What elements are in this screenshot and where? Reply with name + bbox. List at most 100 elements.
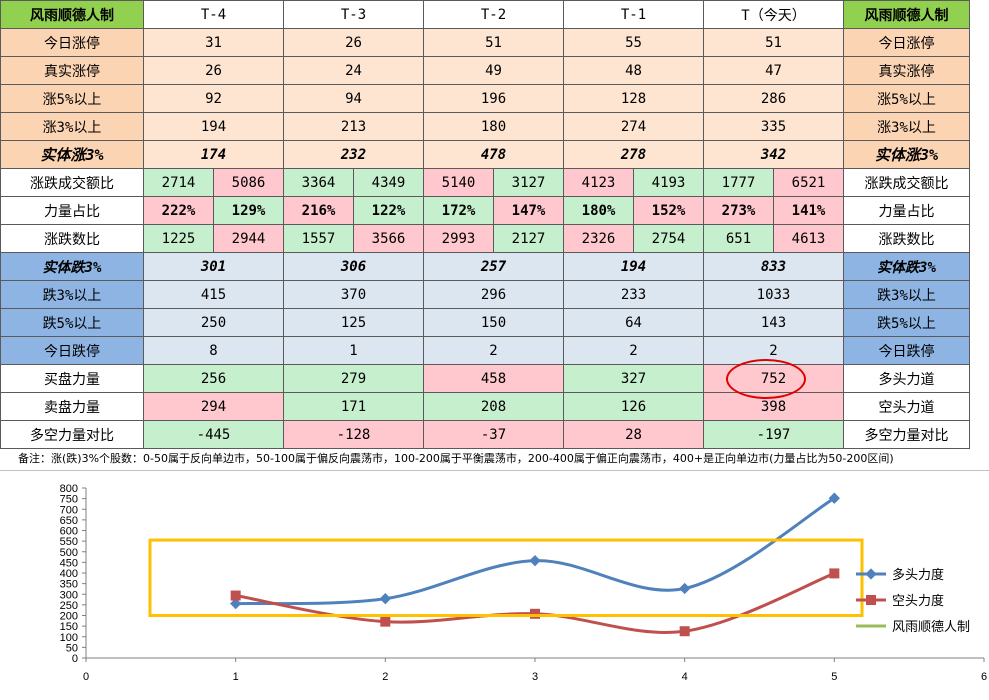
cell: 296 (423, 280, 564, 309)
row-label: 买盘力量 (0, 364, 144, 393)
y-tick-label: 600 (60, 526, 78, 538)
cell: 1557 (283, 224, 354, 253)
row-label: 卖盘力量 (0, 392, 144, 421)
highlight-circle (726, 359, 806, 399)
table-row: 真实涨停 26 24 49 48 47 真实涨停 (0, 56, 970, 85)
y-tick-label: 800 (60, 483, 78, 495)
cell: 125 (283, 308, 424, 337)
data-point (679, 626, 690, 637)
cell: 194 (563, 252, 704, 281)
row-label: 实体跌3% (0, 252, 144, 281)
col-header: T-3 (283, 0, 424, 29)
legend-marker (866, 595, 876, 605)
cell: 301 (143, 252, 284, 281)
cell: 172% (423, 196, 494, 225)
cell: 1225 (143, 224, 214, 253)
cell: 232 (283, 140, 424, 169)
cell: 1 (283, 336, 424, 365)
cell: 180% (563, 196, 634, 225)
table-row: 多空力量对比 -445 -128 -37 28 -197 多空力量对比 (0, 420, 970, 449)
table-row: 卖盘力量 294 171 208 126 398 空头力道 (0, 392, 970, 421)
cell: 180 (423, 112, 564, 141)
legend-label: 空头力度 (892, 593, 944, 609)
cell: 233 (563, 280, 704, 309)
right-header: 风雨顺德人制 (843, 0, 970, 29)
cell: 833 (703, 252, 844, 281)
cell: 458 (423, 364, 564, 393)
cell: 128 (563, 84, 704, 113)
cell: 4193 (633, 168, 704, 197)
data-point (529, 555, 541, 567)
cell: 2714 (143, 168, 214, 197)
cell: 3127 (493, 168, 564, 197)
cell: 342 (703, 140, 844, 169)
y-tick-label: 200 (60, 611, 78, 623)
row-label-right: 多头力道 (843, 364, 970, 393)
legend-label: 多头力度 (892, 567, 944, 583)
cell: 47 (703, 56, 844, 85)
cell: 213 (283, 112, 424, 141)
row-label: 涨跌数比 (0, 224, 144, 253)
cell: 55 (563, 28, 704, 57)
row-label: 涨5%以上 (0, 84, 144, 113)
cell: 256 (143, 364, 284, 393)
corner-header: 风雨顺德人制 (0, 0, 144, 29)
cell: 26 (143, 56, 284, 85)
row-label-right: 跌5%以上 (843, 308, 970, 337)
cell: 3364 (283, 168, 354, 197)
cell: 51 (423, 28, 564, 57)
footnote: 备注：涨(跌)3%个股数：0-50属于反向单边市，50-100属于偏反向震荡市，… (18, 452, 894, 465)
table-row: 买盘力量 256 279 458 327 752 多头力道 (0, 364, 970, 393)
data-point (679, 582, 691, 595)
cell: 1777 (703, 168, 774, 197)
cell: 3566 (353, 224, 424, 253)
table-row: 涨5%以上 92 94 196 128 286 涨5%以上 (0, 84, 970, 113)
cell: 122% (353, 196, 424, 225)
x-tick-label: 6 (981, 671, 987, 683)
cell: 196 (423, 84, 564, 113)
row-label-right: 空头力道 (843, 392, 970, 421)
cell: 141% (773, 196, 844, 225)
cell: 370 (283, 280, 424, 309)
cell: 651 (703, 224, 774, 253)
cell: 2754 (633, 224, 704, 253)
y-tick-label: 50 (66, 642, 78, 654)
cell: 478 (423, 140, 564, 169)
cell: -128 (283, 420, 424, 449)
x-tick-label: 2 (382, 671, 388, 683)
cell: 2127 (493, 224, 564, 253)
row-label-right: 涨3%以上 (843, 112, 970, 141)
cell: 306 (283, 252, 424, 281)
cell: 49 (423, 56, 564, 85)
data-point (530, 608, 540, 619)
data-point (380, 616, 391, 627)
cell: 126 (563, 392, 704, 421)
row-label-right: 跌3%以上 (843, 280, 970, 309)
y-tick-label: 400 (60, 568, 78, 580)
data-point (379, 593, 391, 605)
table-row: 跌3%以上 415 370 296 233 1033 跌3%以上 (0, 280, 970, 309)
row-label-right: 涨跌数比 (843, 224, 970, 253)
row-label-right: 实体跌3% (843, 252, 970, 281)
y-tick-label: 500 (60, 547, 78, 559)
row-label: 跌3%以上 (0, 280, 144, 309)
row-label: 涨3%以上 (0, 112, 144, 141)
cell: 294 (143, 392, 284, 421)
x-tick-label: 1 (233, 671, 239, 683)
x-tick-label: 3 (532, 671, 538, 683)
cell: 250 (143, 308, 284, 337)
table-row: 实体涨3% 174 232 478 278 342 实体涨3% (0, 140, 970, 169)
table-row: 涨跌数比 1225 2944 1557 3566 2993 2127 2326 … (0, 224, 970, 253)
row-label-right: 今日涨停 (843, 28, 970, 57)
y-tick-label: 750 (60, 494, 78, 506)
cell: 94 (283, 84, 424, 113)
market-stats-table: 风雨顺德人制 T-4 T-3 T-2 T-1 T（今天） 风雨顺德人制 今日涨停… (0, 0, 970, 449)
row-label: 今日涨停 (0, 28, 144, 57)
cell: 48 (563, 56, 704, 85)
x-tick-label: 0 (83, 671, 89, 683)
cell: 4613 (773, 224, 844, 253)
cell: 24 (283, 56, 424, 85)
row-label-right: 实体涨3% (843, 140, 970, 169)
cell: 194 (143, 112, 284, 141)
cell: 278 (563, 140, 704, 169)
